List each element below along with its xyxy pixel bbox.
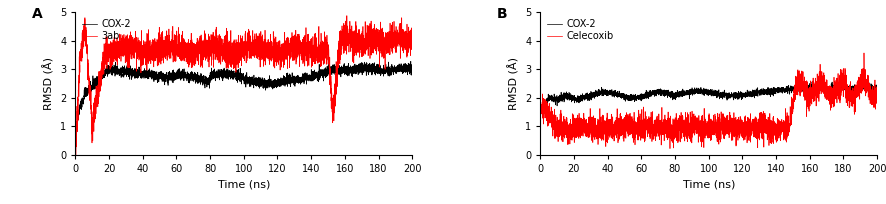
COX-2: [406, 60, 416, 63]
Text: A: A: [32, 7, 43, 21]
COX-2: [806, 81, 817, 83]
Y-axis label: RMSD (Å): RMSD (Å): [508, 57, 519, 110]
COX-2: [861, 85, 872, 88]
COX-2: [212, 73, 222, 75]
3ab: [397, 35, 408, 37]
3ab: [315, 48, 325, 51]
3ab: [380, 47, 391, 50]
Celecoxib: [677, 124, 688, 127]
COX-2: [780, 90, 790, 92]
COX-2: [677, 95, 688, 97]
COX-2: [407, 68, 417, 70]
COX-2: [696, 90, 706, 92]
COX-2: [70, 153, 81, 155]
Line: 3ab: 3ab: [75, 16, 412, 155]
COX-2: [845, 90, 856, 92]
3ab: [230, 51, 241, 53]
Celecoxib: [664, 147, 675, 150]
3ab: [341, 14, 352, 17]
COX-2: [380, 70, 391, 72]
COX-2: [315, 71, 325, 73]
Line: COX-2: COX-2: [75, 61, 412, 154]
COX-2: [214, 79, 225, 81]
Text: B: B: [496, 7, 507, 21]
X-axis label: Time (ns): Time (ns): [218, 180, 270, 190]
Celecoxib: [844, 99, 855, 102]
Celecoxib: [872, 89, 882, 91]
COX-2: [680, 92, 690, 95]
3ab: [70, 154, 81, 156]
Celecoxib: [680, 130, 690, 132]
Celecoxib: [861, 88, 872, 90]
Celecoxib: [859, 52, 869, 54]
X-axis label: Time (ns): Time (ns): [682, 180, 734, 190]
COX-2: [397, 64, 408, 67]
COX-2: [872, 90, 882, 92]
Line: Celecoxib: Celecoxib: [540, 53, 877, 149]
Celecoxib: [535, 101, 546, 103]
3ab: [214, 41, 225, 43]
3ab: [212, 53, 222, 55]
Celecoxib: [696, 129, 706, 131]
COX-2: [535, 111, 546, 113]
Y-axis label: RMSD (Å): RMSD (Å): [43, 57, 54, 110]
COX-2: [230, 72, 241, 75]
Legend: COX-2, Celecoxib: COX-2, Celecoxib: [545, 17, 616, 43]
Legend: COX-2, 3ab: COX-2, 3ab: [80, 17, 133, 43]
Line: COX-2: COX-2: [540, 82, 877, 114]
3ab: [407, 28, 417, 30]
COX-2: [537, 113, 548, 115]
Celecoxib: [780, 124, 790, 126]
